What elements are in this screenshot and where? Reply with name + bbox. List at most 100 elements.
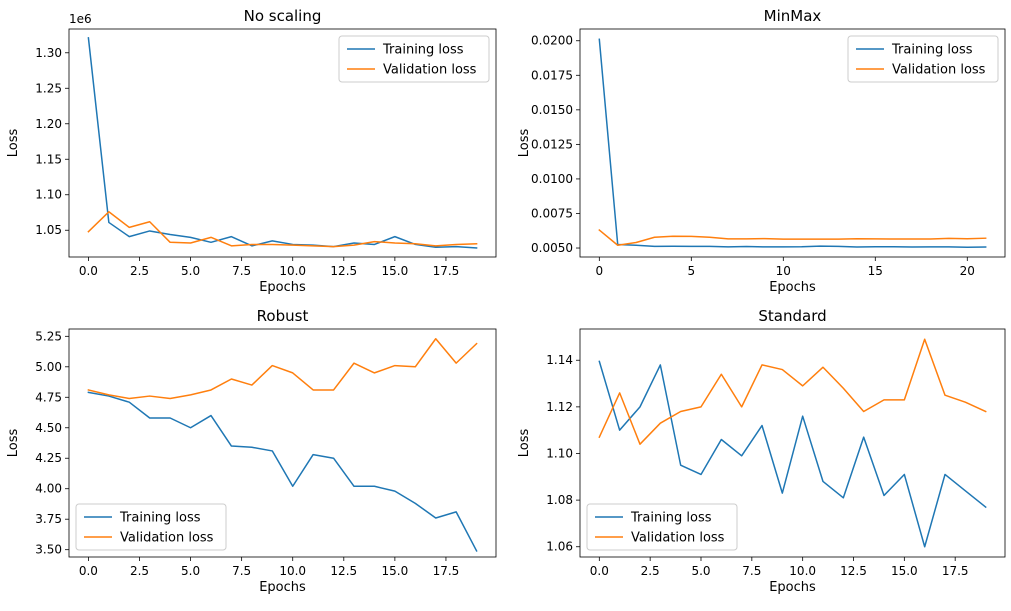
y-tick-label: 4.50 xyxy=(35,421,62,435)
legend: Training loss Validation loss xyxy=(847,35,999,83)
x-tick-label: 2.5 xyxy=(641,564,660,578)
x-tick-label: 7.5 xyxy=(742,564,761,578)
x-tick-label: 12.5 xyxy=(330,264,357,278)
legend: Training loss Validation loss xyxy=(338,35,490,83)
legend-label: Validation loss xyxy=(383,63,477,78)
x-tick-label: 7.5 xyxy=(232,564,251,578)
y-tick-label: 4.25 xyxy=(35,451,62,465)
y-axis-label: Loss xyxy=(517,429,532,458)
x-tick-label: 17.5 xyxy=(433,564,460,578)
x-tick-label: 15 xyxy=(868,264,883,278)
x-axis-label: Epochs xyxy=(259,580,306,595)
x-tick-label: 0.0 xyxy=(590,564,609,578)
y-tick-label: 0.0175 xyxy=(531,68,573,82)
x-tick-label: 5 xyxy=(687,264,695,278)
y-tick-label: 5.25 xyxy=(35,329,62,343)
y-tick-label: 1.05 xyxy=(35,223,62,237)
series-line-training-loss xyxy=(598,38,987,248)
x-tick-label: 17.5 xyxy=(433,264,460,278)
y-offset-text: 1e6 xyxy=(69,12,92,26)
x-tick-label: 10.0 xyxy=(279,264,306,278)
y-tick-label: 5.00 xyxy=(35,360,62,374)
subplot-robust: 0.0 2.5 5.0 7.5 10.0 12.5 15.0 17.5 3.50 3.75 4.00… xyxy=(6,307,497,595)
y-tick-label: 0.0150 xyxy=(531,103,573,117)
series-line-training-loss xyxy=(598,360,987,548)
subplot-minmax: 0 5 10 15 20 0.0050 0.0075 0.0100 0.0125 0.0150 0.… xyxy=(517,7,1006,295)
legend-label: Training loss xyxy=(382,43,464,58)
legend-label: Training loss xyxy=(630,511,712,526)
legend-label: Validation loss xyxy=(631,531,725,546)
legend: Training loss Validation loss xyxy=(586,503,738,551)
x-tick-label: 7.5 xyxy=(232,264,251,278)
y-tick-label: 1.06 xyxy=(546,540,573,554)
series-line-validation-loss xyxy=(87,338,478,400)
x-tick-label: 10.0 xyxy=(279,564,306,578)
x-tick-label: 2.5 xyxy=(130,564,149,578)
x-tick-label: 5.0 xyxy=(181,564,200,578)
x-tick-label: 0.0 xyxy=(79,264,98,278)
y-axis-label: Loss xyxy=(6,429,21,458)
x-axis-label: Epochs xyxy=(259,280,306,295)
x-tick-label: 5.0 xyxy=(181,264,200,278)
axes-frame xyxy=(68,28,497,258)
y-tick-label: 1.12 xyxy=(546,400,573,414)
subplot-title: Standard xyxy=(758,307,826,325)
y-tick-label: 4.75 xyxy=(35,390,62,404)
legend-frame xyxy=(338,35,490,83)
legend-label: Validation loss xyxy=(892,63,986,78)
x-tick-label: 5.0 xyxy=(691,564,710,578)
x-tick-label: 15.0 xyxy=(891,564,918,578)
y-tick-label: 0.0050 xyxy=(531,241,573,255)
y-axis-label: Loss xyxy=(517,129,532,158)
y-tick-label: 1.15 xyxy=(35,152,62,166)
y-tick-label: 1.25 xyxy=(35,81,62,95)
y-tick-label: 4.00 xyxy=(35,482,62,496)
series-line-training-loss xyxy=(87,391,478,552)
x-tick-label: 0 xyxy=(595,264,603,278)
x-tick-label: 10 xyxy=(776,264,791,278)
subplot-standard: 0.0 2.5 5.0 7.5 10.0 12.5 15.0 17.5 1.06 1.08 1.10… xyxy=(517,307,1006,595)
axes-frame xyxy=(579,28,1006,258)
legend-label: Training loss xyxy=(891,43,973,58)
y-tick-label: 1.08 xyxy=(546,493,573,507)
y-tick-label: 1.10 xyxy=(546,446,573,460)
legend-frame xyxy=(75,503,227,551)
y-tick-label: 0.0125 xyxy=(531,137,573,151)
x-tick-label: 17.5 xyxy=(942,564,969,578)
y-tick-label: 1.20 xyxy=(35,117,62,131)
x-tick-label: 15.0 xyxy=(382,264,409,278)
y-tick-label: 3.50 xyxy=(35,543,62,557)
legend: Training loss Validation loss xyxy=(75,503,227,551)
axes-frame xyxy=(68,328,497,558)
x-axis-label: Epochs xyxy=(769,580,816,595)
y-tick-label: 1.10 xyxy=(35,188,62,202)
subplot-title: Robust xyxy=(257,307,309,325)
x-tick-label: 10.0 xyxy=(789,564,816,578)
legend-label: Training loss xyxy=(119,511,201,526)
y-tick-label: 0.0100 xyxy=(531,172,573,186)
y-tick-label: 3.75 xyxy=(35,512,62,526)
subplot-no-scaling: 0.0 2.5 5.0 7.5 10.0 12.5 15.0 17.5 1.05 1.10 1.15… xyxy=(6,7,497,295)
x-tick-label: 0.0 xyxy=(79,564,98,578)
y-tick-label: 0.0075 xyxy=(531,206,573,220)
series-line-validation-loss xyxy=(598,338,987,445)
x-tick-label: 12.5 xyxy=(330,564,357,578)
x-axis-label: Epochs xyxy=(769,280,816,295)
y-tick-label: 0.0200 xyxy=(531,34,573,48)
legend-frame xyxy=(847,35,999,83)
y-tick-label: 1.14 xyxy=(546,353,573,367)
y-tick-label: 1.30 xyxy=(35,46,62,60)
series-line-validation-loss xyxy=(87,211,478,248)
legend-frame xyxy=(586,503,738,551)
x-tick-label: 12.5 xyxy=(840,564,867,578)
subplot-title: No scaling xyxy=(244,7,322,25)
x-tick-label: 2.5 xyxy=(130,264,149,278)
legend-label: Validation loss xyxy=(120,531,214,546)
x-tick-label: 15.0 xyxy=(382,564,409,578)
series-line-validation-loss xyxy=(598,228,987,246)
x-tick-label: 20 xyxy=(960,264,975,278)
y-axis-label: Loss xyxy=(6,129,21,158)
axes-frame xyxy=(579,328,1006,558)
subplot-title: MinMax xyxy=(764,7,822,25)
